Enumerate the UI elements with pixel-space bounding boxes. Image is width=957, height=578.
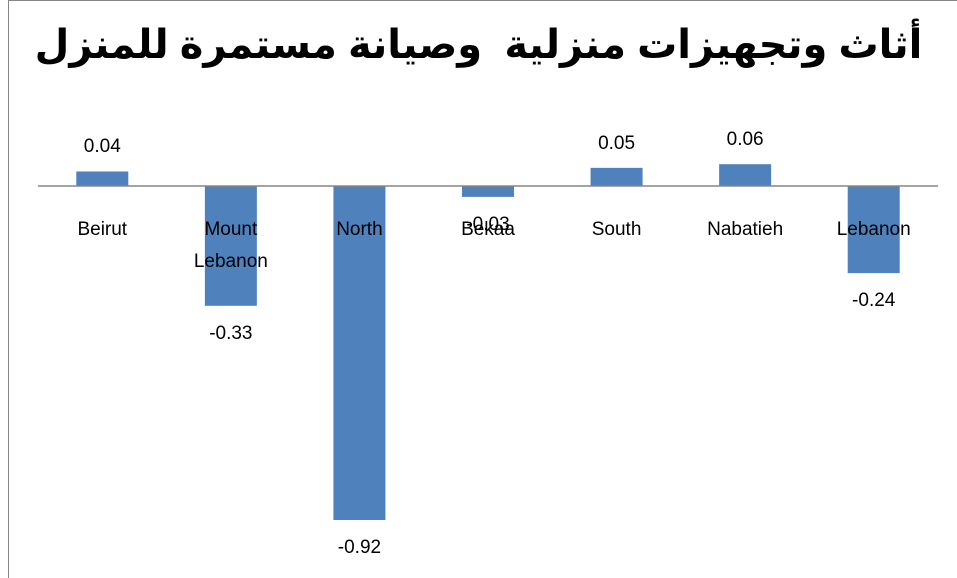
data-label: -0.92 bbox=[337, 537, 382, 558]
bar bbox=[719, 164, 772, 186]
data-label: -0.03 bbox=[466, 213, 510, 235]
x-tick-label: North bbox=[336, 219, 383, 240]
data-label: 0.05 bbox=[598, 132, 636, 154]
x-tick-label: Nabatieh bbox=[707, 219, 784, 240]
bar bbox=[333, 186, 386, 520]
x-tick-label: Beirut bbox=[77, 219, 128, 240]
x-tick-label: Lebanon bbox=[836, 219, 911, 240]
data-label: 0.06 bbox=[726, 129, 764, 151]
bar bbox=[462, 186, 514, 197]
chart-frame bbox=[8, 0, 957, 578]
data-label: -0.33 bbox=[209, 322, 253, 344]
x-tick-label: Bekaa bbox=[461, 219, 515, 240]
data-label: -0.24 bbox=[852, 290, 896, 312]
data-label: 0.04 bbox=[83, 136, 121, 158]
x-tick-label: South bbox=[591, 219, 642, 240]
bar bbox=[590, 167, 643, 186]
x-tick-label: Mount Lebanon bbox=[193, 219, 268, 272]
chart-title: أثاث وتجهيزات منزلية وصيانة مستمرة للمنز… bbox=[34, 23, 923, 67]
bar bbox=[76, 171, 129, 186]
bar bbox=[847, 186, 900, 274]
bar bbox=[204, 186, 257, 306]
